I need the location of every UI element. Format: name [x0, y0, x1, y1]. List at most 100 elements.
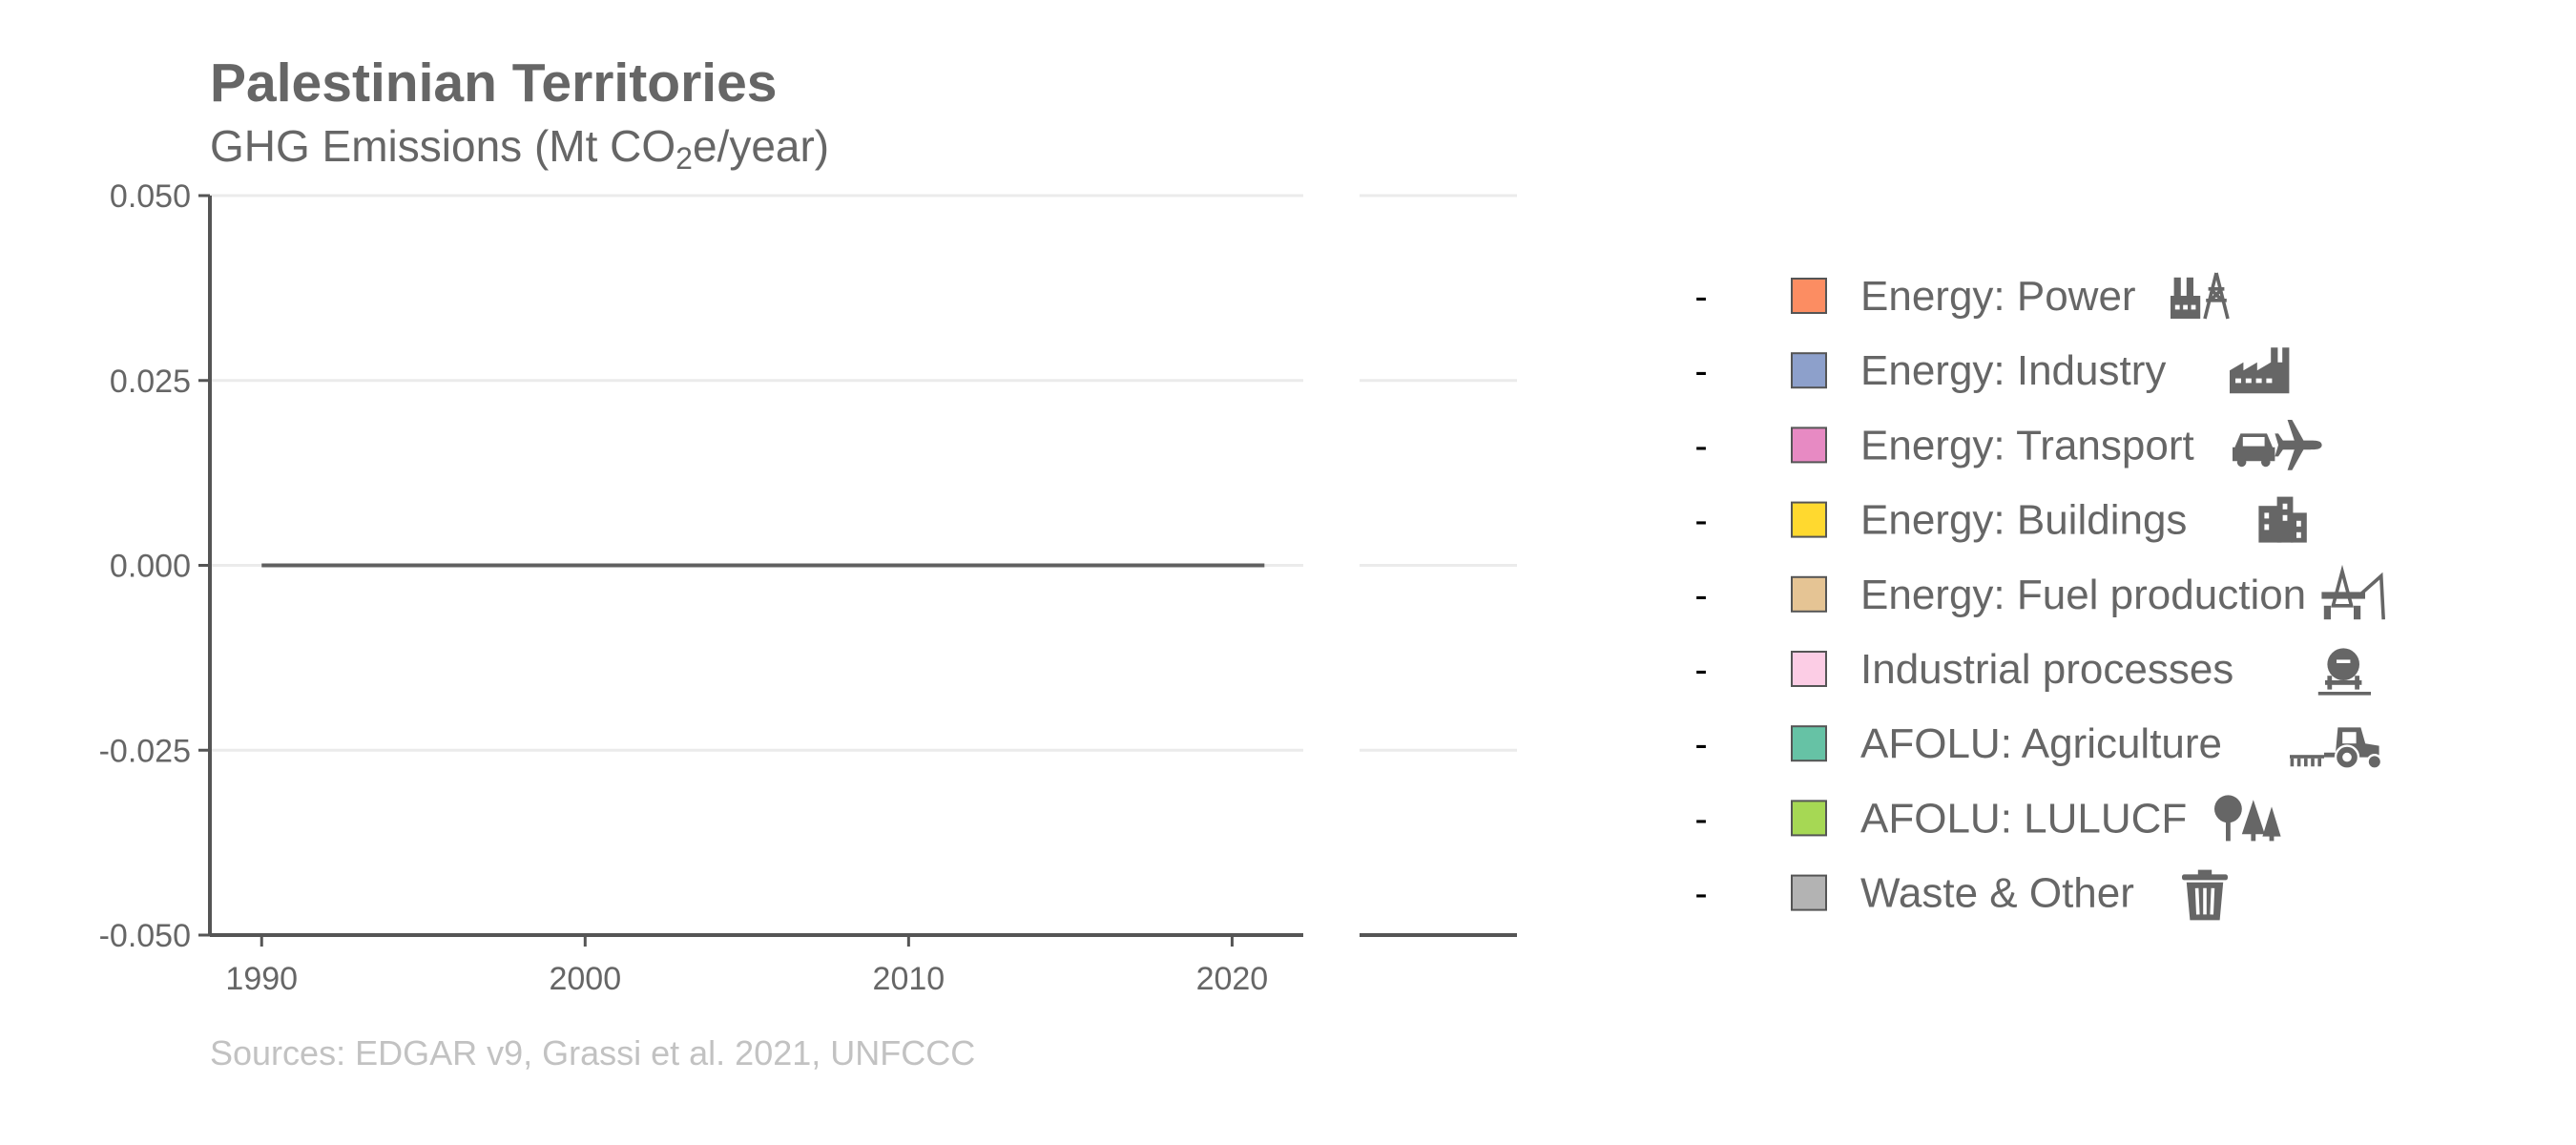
power-plant-icon-part — [2174, 304, 2180, 310]
buildings-icon — [2258, 496, 2307, 543]
legend-swatch — [1791, 575, 1827, 613]
x-tick-label: 2020 — [1196, 961, 1269, 997]
legend-item: - AFOLU: Agriculture — [1694, 720, 2383, 770]
legend-label: Energy: Power — [1860, 273, 2136, 320]
oil-rig-icon-part — [2321, 592, 2365, 599]
y-tick-label: -0.050 — [99, 918, 191, 954]
trees-icon-part — [2262, 806, 2281, 837]
trees-icon-part — [2241, 800, 2265, 835]
legend-label: Energy: Transport — [1860, 422, 2194, 468]
legend-swatch — [1791, 725, 1827, 762]
x-tick-label: 1990 — [225, 961, 298, 997]
subtitle-unit: e/year) — [692, 121, 830, 171]
legend-item: - AFOLU: LULUCF — [1694, 795, 2281, 842]
oil-rig-icon-part — [2331, 564, 2354, 608]
factory-icon-part — [2266, 378, 2273, 384]
cement-mixer-icon-part — [2325, 680, 2362, 685]
source-note: Sources: EDGAR v9, Grassi et al. 2021, U… — [210, 1033, 976, 1072]
legend-marker: - — [1694, 873, 1707, 915]
buildings-icon-part — [2264, 524, 2270, 531]
buildings-icon-part — [2291, 512, 2307, 543]
factory-icon-part — [2245, 378, 2252, 384]
trees-icon — [2214, 795, 2281, 842]
tractor-icon — [2290, 727, 2383, 770]
legend-marker: - — [1694, 574, 1707, 616]
legend-marker: - — [1694, 649, 1707, 691]
x-tick-label: 2000 — [549, 961, 621, 997]
legend-label: AFOLU: LULUCF — [1860, 795, 2187, 842]
subtitle-subscript: 2 — [675, 141, 693, 176]
subtitle-main: GHG Emissions (Mt CO — [210, 121, 676, 171]
factory-icon-part — [2255, 378, 2262, 384]
buildings-icon-part — [2282, 514, 2288, 521]
cement-mixer-icon — [2317, 648, 2371, 696]
legend-label: AFOLU: Agriculture — [1860, 720, 2222, 767]
tractor-icon-part — [2342, 732, 2357, 744]
car-plane-icon-part — [2275, 419, 2322, 470]
tractor-icon-part — [2366, 754, 2383, 770]
legend-item: - Waste & Other — [1694, 869, 2228, 921]
factory-icon-part — [2230, 347, 2290, 394]
power-plant-icon-part — [2186, 277, 2193, 296]
trash-icon-part — [2194, 887, 2215, 915]
legend-swatch — [1791, 874, 1827, 911]
legend-label: Energy: Buildings — [1860, 497, 2187, 544]
buildings-icon-part — [2264, 512, 2270, 519]
legend-item: - Energy: Power — [1694, 272, 2230, 320]
x-tick-label: 2010 — [873, 961, 945, 997]
oil-rig-icon-part — [2323, 605, 2331, 620]
legend-swatch — [1791, 278, 1827, 314]
y-tick-label: 0.025 — [110, 364, 191, 400]
cement-mixer-icon-part — [2317, 692, 2371, 696]
legend-label: Waste & Other — [1860, 870, 2134, 917]
y-tick-label: 0.050 — [110, 178, 191, 215]
legend-item: - Energy: Industry — [1694, 347, 2290, 394]
tractor-icon-part — [2290, 758, 2322, 767]
trees-icon-part — [2226, 818, 2231, 842]
trees-icon-part — [2214, 795, 2242, 823]
legend-marker: - — [1694, 723, 1707, 765]
trees-icon-part — [2251, 831, 2256, 842]
trash-icon — [2182, 869, 2228, 921]
legend-label: Energy: Industry — [1860, 347, 2166, 394]
legend-swatch — [1791, 501, 1827, 538]
car-plane-icon — [2233, 419, 2322, 470]
buildings-icon-part — [2282, 503, 2288, 510]
car-plane-icon-part — [2236, 457, 2247, 468]
cement-mixer-icon-part — [2334, 653, 2353, 677]
trash-icon-part — [2197, 869, 2212, 876]
cement-mixer-icon-part — [2355, 676, 2359, 690]
legend-swatch — [1791, 427, 1827, 464]
trash-icon-part — [2182, 874, 2228, 881]
legend-item: - Energy: Transport — [1694, 419, 2322, 470]
legend-marker: - — [1694, 276, 1707, 318]
cement-mixer-icon-part — [2327, 676, 2333, 690]
factory-icon — [2230, 347, 2290, 394]
y-tick-label: -0.025 — [99, 733, 191, 769]
car-plane-icon-part — [2242, 437, 2265, 447]
legend-item: - Energy: Fuel production — [1694, 564, 2385, 620]
y-tick-label: 0.000 — [110, 549, 191, 585]
legend-marker: - — [1694, 425, 1707, 467]
legend-swatch — [1791, 651, 1827, 687]
factory-icon-part — [2235, 378, 2241, 384]
cement-mixer-icon-part — [2337, 659, 2351, 663]
car-plane-icon-part — [2261, 457, 2271, 468]
buildings-icon-part — [2296, 520, 2301, 527]
tractor-icon-part — [2290, 755, 2324, 759]
trees-icon-part — [2269, 834, 2275, 842]
legend-marker: - — [1694, 798, 1707, 840]
legend-item: - Energy: Buildings — [1694, 496, 2307, 544]
chart-subtitle: GHG Emissions (Mt CO2e/year) — [210, 120, 830, 174]
oil-rig-icon — [2321, 564, 2385, 620]
legend-marker: - — [1694, 500, 1707, 542]
oil-rig-icon-part — [2354, 605, 2361, 620]
power-plant-icon — [2171, 272, 2230, 320]
tractor-icon-part — [2342, 752, 2352, 762]
oil-rig-icon-part — [2359, 572, 2385, 620]
legend-item: - Industrial processes — [1694, 646, 2371, 696]
legend: - Energy: Power - Energy: Industry - Energy: … — [1694, 272, 2385, 921]
legend-label: Energy: Fuel production — [1860, 572, 2306, 618]
